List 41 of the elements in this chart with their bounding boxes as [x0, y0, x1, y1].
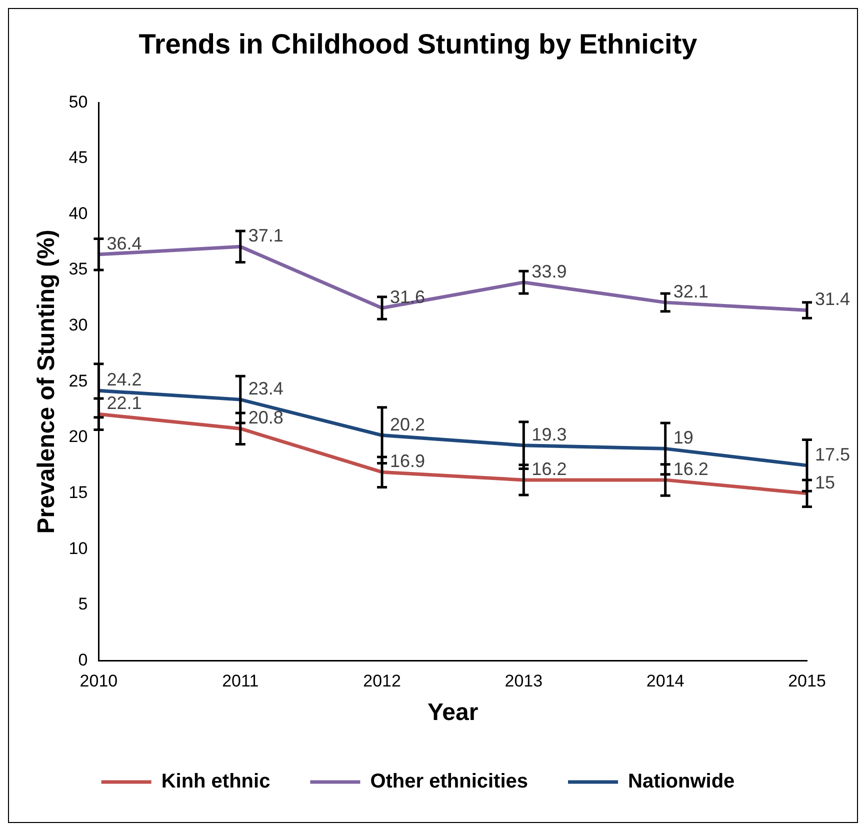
- x-axis-title: Year: [427, 699, 478, 726]
- legend-label: Nationwide: [628, 770, 735, 793]
- data-label: 16.2: [673, 458, 708, 479]
- y-axis-title: Prevalence of Stunting (%): [33, 230, 60, 534]
- y-tick-label: 25: [68, 371, 88, 390]
- data-label: 16.9: [390, 451, 426, 472]
- data-label: 37.1: [248, 226, 284, 246]
- data-label: 20.2: [390, 414, 426, 434]
- data-label: 32.1: [673, 281, 708, 302]
- data-label: 33.9: [532, 261, 567, 282]
- x-tick-label: 2011: [222, 672, 259, 691]
- x-tick-label: 2014: [646, 672, 684, 691]
- y-tick-label: 40: [68, 204, 88, 223]
- data-label: 19.3: [532, 424, 567, 444]
- data-label: 31.4: [815, 289, 850, 310]
- y-tick-label: 10: [68, 538, 88, 558]
- data-label: 23.4: [248, 378, 284, 399]
- y-tick-label: 35: [68, 260, 88, 279]
- data-label: 16.2: [532, 458, 567, 479]
- y-tick-label: 0: [78, 650, 88, 670]
- x-tick-label: 2010: [80, 672, 118, 691]
- data-label: 36.4: [106, 233, 142, 254]
- data-label: 17.5: [815, 444, 850, 464]
- y-tick-label: 50: [68, 92, 88, 112]
- y-tick-label: 5: [78, 594, 88, 614]
- legend-label: Kinh ethnic: [161, 770, 270, 793]
- y-tick-label: 20: [68, 427, 88, 446]
- y-tick-label: 15: [68, 483, 88, 502]
- data-label: 19: [673, 428, 694, 448]
- data-label: 22.1: [106, 393, 142, 414]
- data-label: 15: [815, 472, 836, 492]
- data-label: 31.6: [390, 286, 426, 307]
- data-label: 20.8: [248, 408, 284, 428]
- y-tick-label: 30: [68, 316, 88, 335]
- data-label: 24.2: [106, 370, 142, 390]
- legend-label: Other ethnicities: [370, 770, 528, 793]
- x-tick-label: 2012: [363, 672, 401, 691]
- x-tick-label: 2015: [788, 672, 826, 691]
- chart-title: Trends in Childhood Stunting by Ethnicity: [138, 28, 698, 60]
- y-tick-label: 45: [68, 148, 88, 168]
- x-tick-label: 2013: [504, 672, 543, 691]
